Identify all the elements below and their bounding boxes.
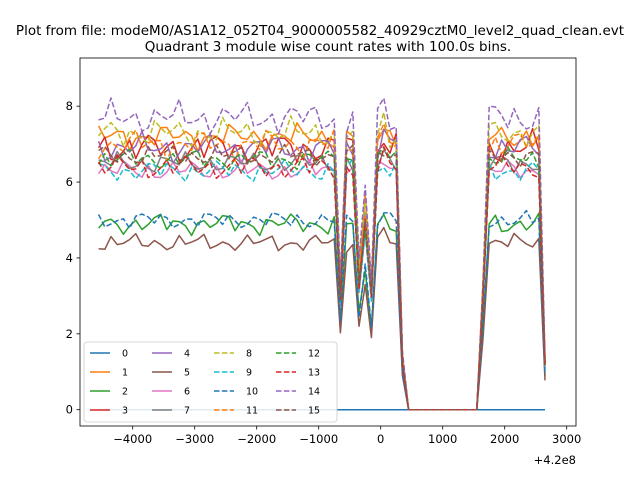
legend-label: 15 [308, 406, 320, 417]
legend-label: 3 [122, 406, 128, 417]
y-tick-label: 0 [66, 403, 73, 417]
series-lines [97, 97, 546, 411]
axes-frame [79, 57, 577, 427]
figure-suptitle: Plot from file: modeM0/AS1A12_052T04_900… [16, 23, 624, 39]
legend-label: 9 [246, 368, 252, 379]
legend-label: 4 [184, 349, 190, 360]
legend-label: 13 [308, 368, 320, 379]
x-tick-label: −3000 [175, 432, 214, 446]
y-tick-label: 6 [66, 175, 73, 189]
legend-label: 5 [184, 368, 190, 379]
series-line-13 [97, 146, 546, 411]
legend-label: 1 [122, 368, 128, 379]
legend-label: 14 [308, 387, 320, 398]
axes-title: Quadrant 3 module wise count rates with … [145, 39, 511, 55]
legend-label: 12 [308, 349, 320, 360]
legend-label: 7 [184, 406, 190, 417]
x-tick-label: −1000 [299, 432, 338, 446]
legend-label: 11 [246, 406, 258, 417]
legend-box [83, 341, 338, 423]
legend-label: 2 [122, 387, 128, 398]
legend-label: 10 [246, 387, 258, 398]
x-tick-label: 3000 [552, 432, 581, 446]
x-tick-label: 1000 [428, 432, 457, 446]
x-tick-label: 2000 [490, 432, 519, 446]
y-tick-label: 4 [66, 251, 73, 265]
legend-label: 8 [246, 349, 252, 360]
x-tick-label: 0 [377, 432, 384, 446]
x-offset-label: +4.2e8 [534, 453, 576, 467]
y-tick-label: 8 [66, 99, 73, 113]
x-tick-label: −4000 [113, 432, 152, 446]
legend-label: 6 [184, 387, 190, 398]
y-tick-label: 2 [66, 327, 73, 341]
series-line-15 [98, 143, 546, 411]
x-tick-label: −2000 [237, 432, 276, 446]
legend-label: 0 [122, 349, 128, 360]
axis-ticks: −4000 −3000 −2000 −1000 0 1000 2000 3000 0 2 4 6 8 [66, 99, 582, 446]
